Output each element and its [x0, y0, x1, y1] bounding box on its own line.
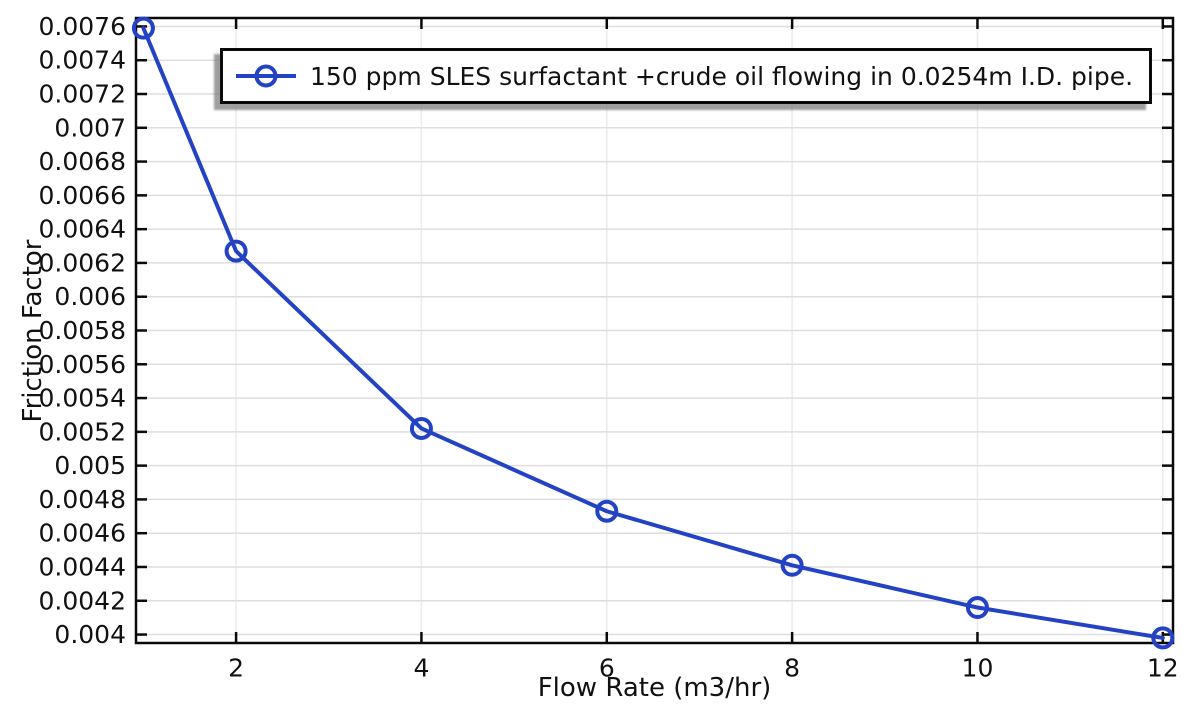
y-tick-label: 0.0068 [39, 147, 126, 176]
x-tick-label: 12 [1147, 654, 1179, 683]
x-tick-label: 6 [599, 654, 615, 683]
y-tick-label: 0.0058 [39, 316, 126, 345]
y-tick-label: 0.0044 [39, 552, 126, 581]
data-point-marker [131, 16, 155, 40]
data-point-marker [1151, 626, 1175, 650]
y-tick-label: 0.006 [54, 282, 126, 311]
y-tick-label: 0.0056 [39, 350, 126, 379]
y-tick-label: 0.004 [54, 620, 126, 649]
data-point-marker [595, 499, 619, 523]
legend-box: 150 ppm SLES surfactant +crude oil flowi… [220, 48, 1153, 104]
x-tick-label: 2 [228, 654, 244, 683]
data-point-marker [224, 239, 248, 263]
data-point-marker [965, 596, 989, 620]
y-tick-label: 0.0062 [39, 248, 126, 277]
y-tick-label: 0.0046 [39, 519, 126, 548]
series-line [141, 26, 1165, 640]
data-point-marker [780, 553, 804, 577]
y-tick-label: 0.0072 [39, 80, 126, 109]
data-point-marker [409, 416, 433, 440]
x-axis-title: Flow Rate (m3/hr) [537, 673, 772, 703]
x-tick-label: 4 [413, 654, 429, 683]
x-tick-label: 8 [784, 654, 800, 683]
y-tick-label: 0.0052 [39, 417, 126, 446]
y-tick-label: 0.0074 [39, 46, 126, 75]
y-tick-label: 0.0054 [39, 384, 126, 413]
y-tick-label: 0.007 [54, 113, 126, 142]
y-tick-label: 0.0064 [39, 215, 126, 244]
y-tick-label: 0.0066 [39, 181, 126, 210]
x-tick-label: 10 [962, 654, 994, 683]
y-tick-label: 0.0042 [39, 586, 126, 615]
y-tick-label: 0.0076 [39, 12, 126, 41]
y-tick-label: 0.0048 [39, 485, 126, 514]
y-tick-label: 0.005 [54, 451, 126, 480]
y-axis-title: Friction Factor [18, 239, 48, 423]
legend-marker-icon [236, 64, 296, 88]
legend-label: 150 ppm SLES surfactant +crude oil flowi… [310, 61, 1134, 91]
